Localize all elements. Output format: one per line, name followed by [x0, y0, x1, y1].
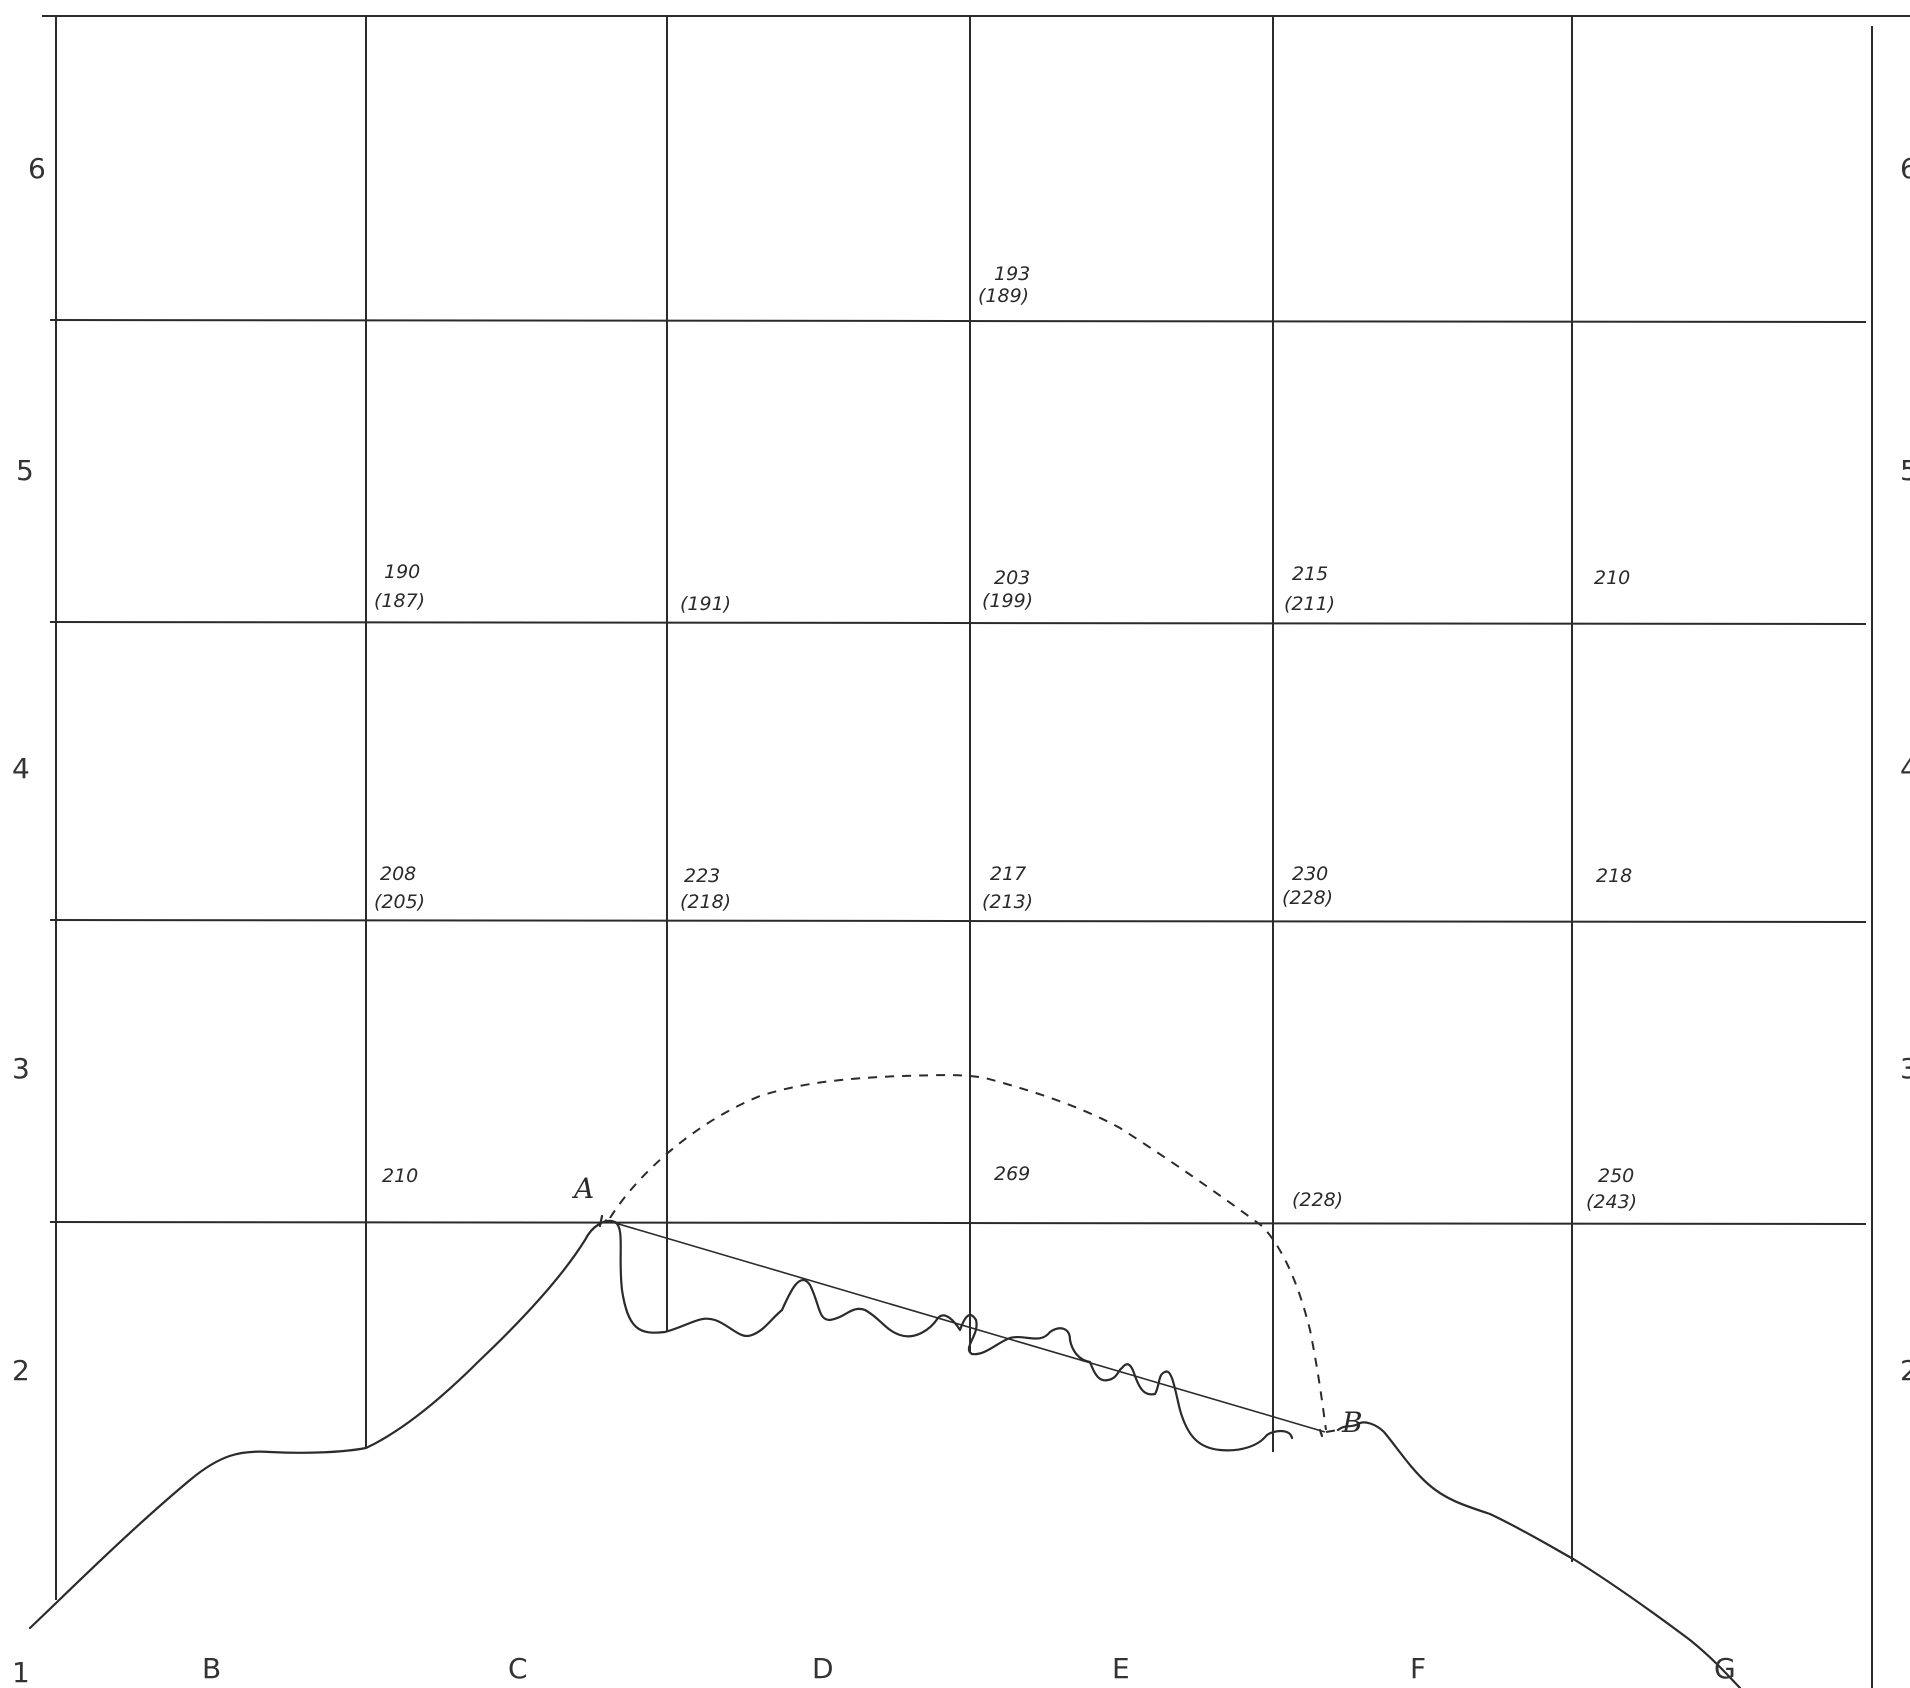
point-a-tick: [598, 1214, 604, 1228]
row-label-4: 4: [12, 752, 30, 785]
sounding-value: 210: [1594, 567, 1630, 589]
column-label-g: G: [1714, 1652, 1736, 1685]
sounding-bracketed: (211): [1284, 593, 1335, 615]
horizontal-line-2-3: [49, 1221, 1867, 1225]
sounding-value: 193: [994, 263, 1030, 285]
sounding-value: 269: [994, 1163, 1030, 1185]
horizontal-line-5-6: [49, 319, 1867, 323]
sounding-value: 223: [684, 865, 720, 887]
grid-lines: [42, 15, 1910, 1688]
sounding-bracketed: (189): [978, 285, 1029, 307]
row-label-2: 2: [12, 1354, 30, 1387]
row-label-right-4: 4: [1900, 752, 1910, 785]
row-label-right-2: 2: [1900, 1354, 1910, 1387]
column-label-e: E: [1112, 1652, 1130, 1685]
sounding-value: 217: [990, 863, 1026, 885]
column-label-c: C: [508, 1652, 528, 1685]
sounding-value: 203: [994, 567, 1030, 589]
column-label-f: F: [1410, 1652, 1426, 1685]
row-label-right-3: 3: [1900, 1052, 1910, 1085]
horizontal-line-4-5: [49, 621, 1867, 625]
row-label-3: 3: [12, 1052, 30, 1085]
chord-a-b: [604, 1219, 1326, 1433]
column-label-d: D: [812, 1652, 834, 1685]
row-label-6: 6: [28, 152, 46, 185]
row-labels-left: 6 5 4 3 2 1: [12, 152, 46, 1688]
horizontal-line-3-4: [49, 919, 1867, 923]
dashed-tail: [1325, 1429, 1339, 1433]
row-label-right-5: 5: [1900, 454, 1910, 487]
point-label-b: B: [1341, 1406, 1363, 1439]
sounding-bracketed: (205): [374, 891, 425, 913]
coastline-east: [1336, 1421, 1742, 1688]
sounding-value: 190: [384, 561, 420, 583]
row-label-1: 1: [12, 1656, 30, 1688]
sounding-bracketed: (191): [680, 593, 731, 615]
sounding-value: 230: [1292, 863, 1328, 885]
sounding-value: 250: [1598, 1165, 1634, 1187]
sounding-value: 215: [1292, 563, 1328, 585]
coastline: [28, 1219, 1294, 1630]
row-label-5: 5: [16, 454, 34, 487]
sounding-bracketed: (228): [1292, 1189, 1343, 1211]
sounding-value: 210: [382, 1165, 418, 1187]
sounding-bracketed: (199): [982, 590, 1033, 612]
sounding-bracketed: (187): [374, 590, 425, 612]
sounding-bracketed: (228): [1282, 887, 1333, 909]
sounding-bracketed: (213): [982, 891, 1033, 913]
sounding-bracketed: (243): [1586, 1191, 1637, 1213]
sounding-value: 218: [1596, 865, 1632, 887]
soundings: 193 (189) 190 (187) (191) 203 (199) 215 …: [374, 263, 1637, 1213]
sounding-bracketed: (218): [680, 891, 731, 913]
row-label-right-6: 6: [1900, 152, 1910, 185]
column-label-b: B: [202, 1652, 221, 1685]
point-label-a: A: [571, 1172, 594, 1205]
row-labels-right: 6 5 4 3 2: [1900, 152, 1910, 1387]
sounding-value: 208: [380, 863, 416, 885]
column-labels: B C D E F G: [202, 1652, 1736, 1685]
